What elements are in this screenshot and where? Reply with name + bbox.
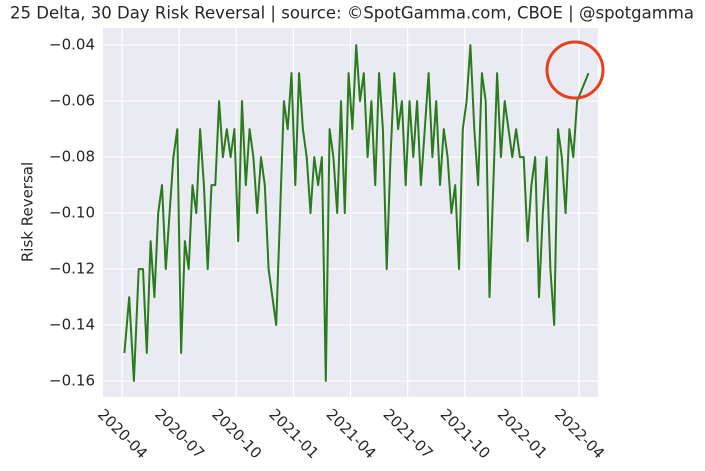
y-tick-label: −0.06 <box>49 92 95 110</box>
x-tick-label: 2021-10 <box>437 405 494 462</box>
x-tick-label: 2022-01 <box>494 405 551 462</box>
x-tick-label: 2021-07 <box>380 405 437 462</box>
x-tick-label: 2020-04 <box>94 405 151 462</box>
y-tick-label: −0.04 <box>49 36 95 54</box>
x-tick-label: 2020-07 <box>151 405 208 462</box>
y-tick-label: −0.08 <box>49 148 95 166</box>
y-tick-label: −0.14 <box>49 316 95 334</box>
y-tick-label: −0.16 <box>49 372 95 390</box>
highlight-circle <box>545 40 605 100</box>
x-tick-label: 2020-10 <box>208 405 265 462</box>
y-tick-label: −0.12 <box>49 260 95 278</box>
chart-title: 25 Delta, 30 Day Risk Reversal | source:… <box>10 4 694 23</box>
y-axis-label: Risk Reversal <box>19 162 37 262</box>
marks <box>123 44 590 382</box>
data-line <box>123 44 590 382</box>
x-tick-label: 2021-04 <box>322 405 379 462</box>
x-tick-label: 2021-01 <box>265 405 322 462</box>
y-tick-label: −0.10 <box>49 204 95 222</box>
x-tick-label: 2022-04 <box>551 405 608 462</box>
